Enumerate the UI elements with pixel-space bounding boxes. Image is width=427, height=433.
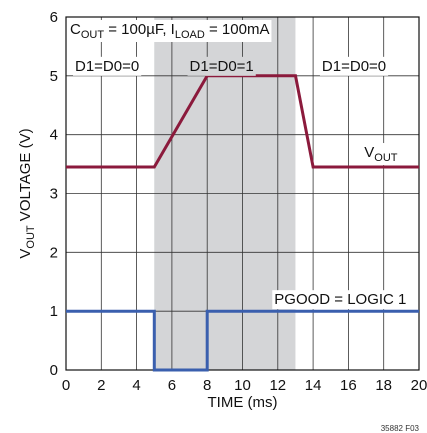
state-left-background xyxy=(73,56,142,76)
conditions-label: COUT = 100µF, ILOAD = 100mA xyxy=(70,21,269,41)
y-tick-label: 3 xyxy=(50,186,58,203)
x-tick-label: 20 xyxy=(411,377,427,394)
figure-id: 35882 F03 xyxy=(381,424,420,433)
x-axis-label: TIME (ms) xyxy=(208,394,278,411)
x-tick-label: 8 xyxy=(203,377,211,394)
y-tick-label: 5 xyxy=(50,68,58,85)
plot-frame xyxy=(65,16,420,371)
y-tick-label: 6 xyxy=(50,9,58,26)
x-tick-label: 2 xyxy=(97,377,105,394)
x-tick-label: 10 xyxy=(234,377,251,394)
x-tick-label: 16 xyxy=(340,377,357,394)
y-tick-label: 1 xyxy=(50,303,58,320)
y-tick-labels: 0 1 2 3 4 5 6 xyxy=(50,9,58,379)
state-right-background xyxy=(319,56,389,76)
x-tick-label: 18 xyxy=(375,377,392,394)
y-tick-label: 0 xyxy=(50,362,58,379)
y-tick-label: 2 xyxy=(50,244,58,261)
y-axis-label: VOUT VOLTAGE (V) xyxy=(17,128,37,258)
x-tick-label: 14 xyxy=(305,377,322,394)
y-tick-label: 4 xyxy=(50,127,58,144)
pgood-label-background xyxy=(272,290,409,310)
series-line-pgood xyxy=(66,309,419,372)
pgood-series-label: PGOOD = LOGIC 1 xyxy=(274,291,406,308)
state-mid-background xyxy=(187,56,256,76)
conditions-label-background xyxy=(68,20,272,42)
x-tick-labels: 0 2 4 6 8 10 12 14 16 18 20 xyxy=(62,377,427,394)
x-tick-label: 12 xyxy=(269,377,286,394)
x-tick-label: 0 xyxy=(62,377,70,394)
state-label-mid: D1=D0=1 xyxy=(190,58,254,75)
state-label-right: D1=D0=0 xyxy=(322,58,386,75)
x-tick-label: 4 xyxy=(132,377,140,394)
vout-series-label: VOUT xyxy=(364,144,398,164)
x-tick-label: 6 xyxy=(168,377,176,394)
state-label-left: D1=D0=0 xyxy=(75,58,139,75)
vout-label-background xyxy=(363,143,399,166)
